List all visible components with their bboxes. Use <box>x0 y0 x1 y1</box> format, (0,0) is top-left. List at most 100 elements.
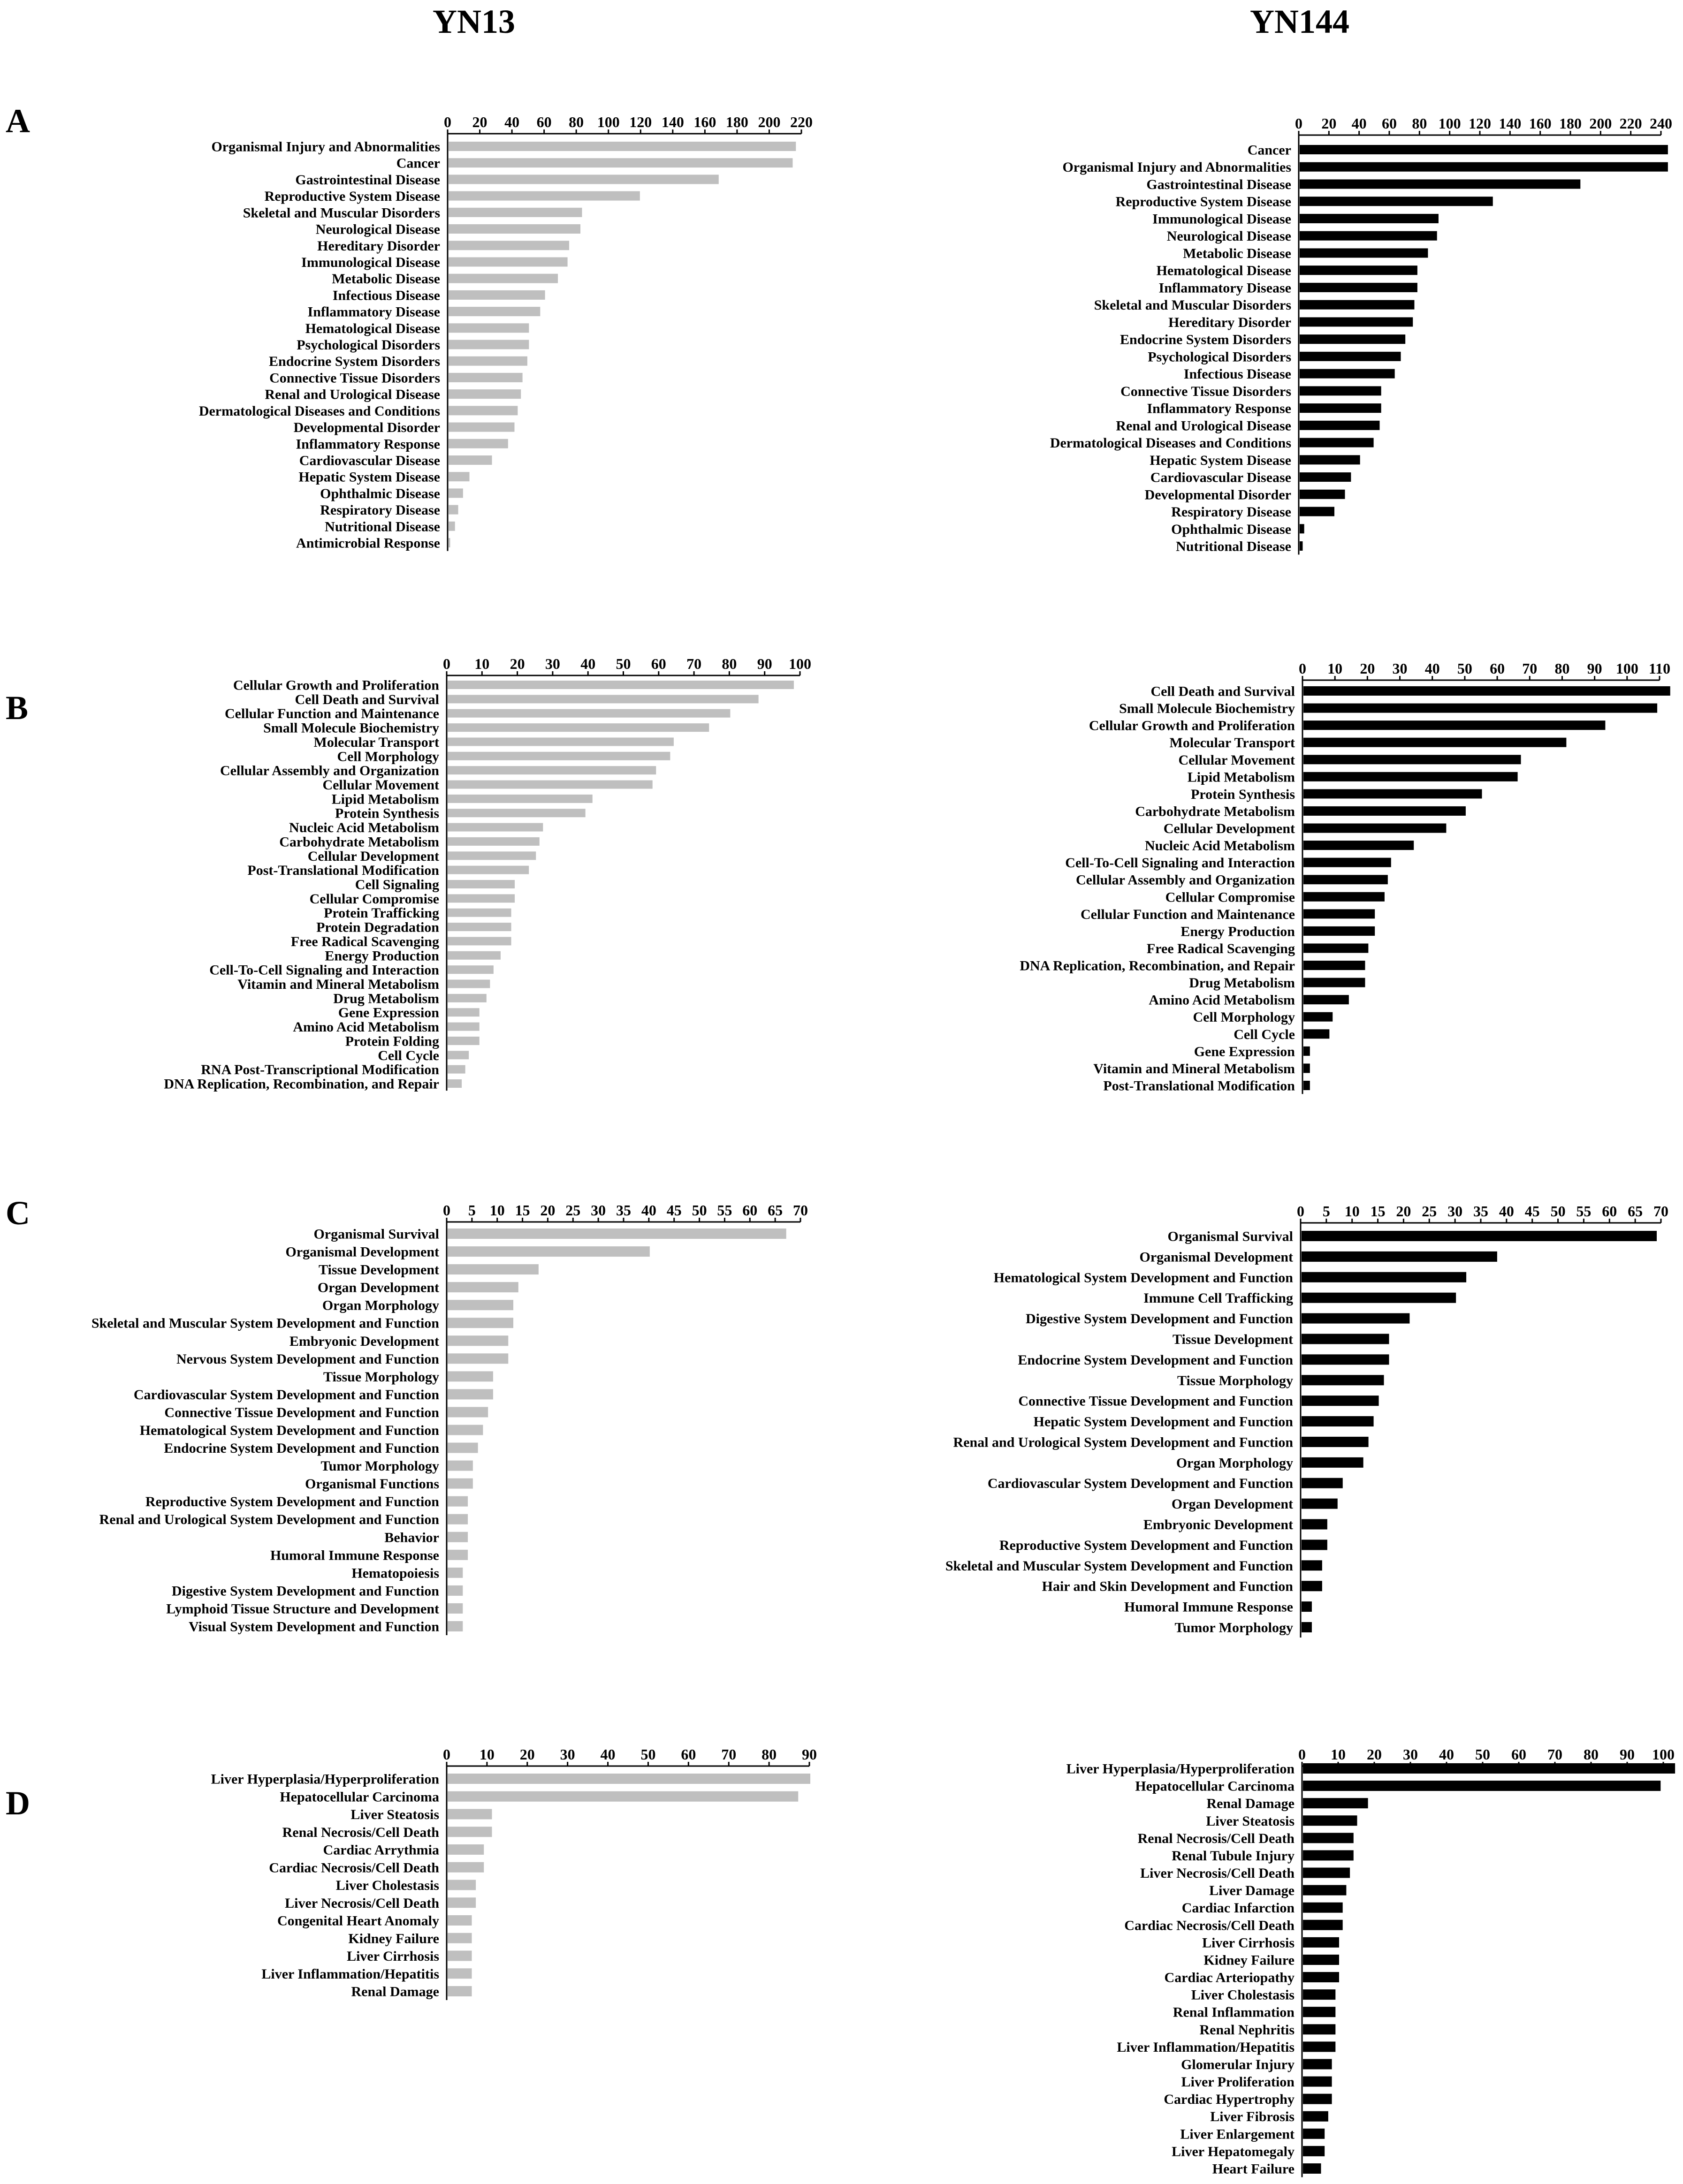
x-tick-label: 80 <box>569 114 584 130</box>
category-label: Ophthalmic Disease <box>320 486 440 501</box>
x-tick-label: 160 <box>693 114 716 130</box>
bar <box>1303 1781 1661 1791</box>
bar <box>448 923 511 932</box>
category-label: Lipid Metabolism <box>1188 769 1295 785</box>
chart-c-yn144: 0 5 10 15 20 25 30 35 40 45 50 55 60 65 70 Organismal S… <box>945 1203 1668 1638</box>
panel-label-b: B <box>6 689 28 727</box>
x-tick-label: 70 <box>1653 1203 1668 1220</box>
bar <box>1300 300 1415 310</box>
category-label: Cell Cycle <box>1234 1027 1295 1042</box>
x-tick-label: 70 <box>1547 1746 1562 1763</box>
bar <box>1302 1354 1389 1365</box>
category-label: Cardiac Necrosis/Cell Death <box>269 1860 439 1875</box>
bar <box>1300 162 1668 172</box>
bar <box>449 142 796 151</box>
category-label: Endocrine System Development and Functio… <box>164 1441 439 1456</box>
bar <box>1303 806 1466 816</box>
x-tick-label: 20 <box>510 655 525 672</box>
x-tick-label: 50 <box>616 655 631 672</box>
bar <box>448 709 731 718</box>
x-tick-label: 90 <box>1587 660 1602 677</box>
bar <box>1302 1457 1363 1468</box>
category-label: Congenital Heart Anomaly <box>277 1913 439 1929</box>
bar <box>448 1968 472 1979</box>
bar <box>1300 317 1413 327</box>
category-label: Cardiac Arrythmia <box>323 1843 439 1858</box>
x-tick-label: 15 <box>1371 1203 1386 1220</box>
bar <box>1303 2111 1328 2122</box>
category-label: Embryonic Development <box>1143 1517 1293 1532</box>
x-tick-label: 40 <box>1439 1746 1454 1763</box>
bar <box>1303 1798 1368 1809</box>
x-tick-label: 30 <box>591 1202 606 1219</box>
bar <box>1300 403 1381 413</box>
bar <box>448 1022 480 1031</box>
x-tick-label: 60 <box>742 1202 757 1219</box>
category-label: Cardiac Hypertrophy <box>1164 2092 1295 2107</box>
bar <box>448 851 536 860</box>
category-label: Tissue Morphology <box>323 1369 439 1385</box>
category-label: Carbohydrate Metabolism <box>279 834 439 849</box>
category-label: Reproductive System Development and Func… <box>999 1538 1293 1553</box>
bar <box>449 505 458 515</box>
category-label: Cell Cycle <box>378 1048 439 1063</box>
bar <box>1303 857 1391 867</box>
category-label: Post-Translational Modification <box>1103 1078 1295 1094</box>
category-label: Liver Cholestasis <box>1191 1987 1295 2003</box>
category-label: Hair and Skin Development and Function <box>1042 1579 1294 1594</box>
x-tick-label: 40 <box>601 1746 616 1763</box>
bar <box>1302 1416 1374 1427</box>
category-label: Post-Translational Modification <box>247 863 439 878</box>
bar <box>1303 1867 1350 1878</box>
category-label: Cellular Compromise <box>1165 889 1295 905</box>
category-label: Hepatic System Disease <box>298 470 440 485</box>
category-label: Reproductive System Disease <box>1116 194 1291 210</box>
chart-d-yn144: 0 10 20 30 40 50 60 70 80 90 100 Liver Hyperplasia/… <box>1066 1746 1675 2177</box>
x-tick-label: 80 <box>1412 115 1427 132</box>
bar <box>448 1008 480 1017</box>
category-label: Renal Inflammation <box>1173 2005 1295 2020</box>
bar <box>1302 1251 1497 1262</box>
category-label: Hereditary Disorder <box>1168 315 1291 330</box>
bar <box>448 1986 472 1996</box>
bar <box>1302 1581 1322 1592</box>
bar <box>448 979 490 988</box>
bar <box>1302 1519 1327 1530</box>
x-tick-label: 180 <box>726 114 748 130</box>
category-label: Nucleic Acid Metabolism <box>1145 838 1295 854</box>
category-label: Liver Cirrhosis <box>347 1949 439 1964</box>
bar <box>1303 720 1606 730</box>
bar <box>448 1774 810 1784</box>
bar <box>1303 1972 1339 1983</box>
bar <box>448 993 487 1002</box>
bar <box>1303 1763 1675 1774</box>
category-label: Liver Hepatomegaly <box>1172 2144 1295 2159</box>
x-tick-label: 0 <box>443 655 450 672</box>
bar <box>449 488 463 498</box>
category-label: Hepatic System Development and Function <box>1034 1414 1294 1430</box>
category-label: Hematological System Development and Fun… <box>140 1423 440 1438</box>
category-label: Cell-To-Cell Signaling and Interaction <box>209 963 439 978</box>
bar <box>1303 841 1414 850</box>
category-label: Liver Steatosis <box>1206 1813 1295 1829</box>
bar <box>449 207 582 217</box>
panel-label-d: D <box>6 1784 30 1822</box>
category-label: Protein Folding <box>345 1033 439 1049</box>
bar <box>1303 1954 1339 1965</box>
category-label: Renal Tubule Injury <box>1172 1848 1295 1864</box>
category-label: Cell Death and Survival <box>1150 684 1295 699</box>
bar <box>448 1496 468 1507</box>
category-label: Vitamin and Mineral Metabolism <box>1093 1061 1295 1077</box>
category-label: Developmental Disorder <box>1145 487 1291 502</box>
x-tick-label: 80 <box>1554 660 1569 677</box>
category-label: Skeletal and Muscular System Development… <box>945 1558 1293 1574</box>
bar <box>448 823 543 832</box>
x-tick-label: 120 <box>1469 115 1491 132</box>
category-label: Tumor Morphology <box>320 1458 439 1474</box>
x-tick-label: 5 <box>468 1202 476 1219</box>
category-label: Cardiovascular System Development and Fu… <box>134 1387 439 1403</box>
bar <box>449 422 515 432</box>
x-tick-label: 90 <box>1620 1746 1635 1763</box>
bar <box>1303 2041 1336 2052</box>
bar <box>1302 1334 1389 1344</box>
